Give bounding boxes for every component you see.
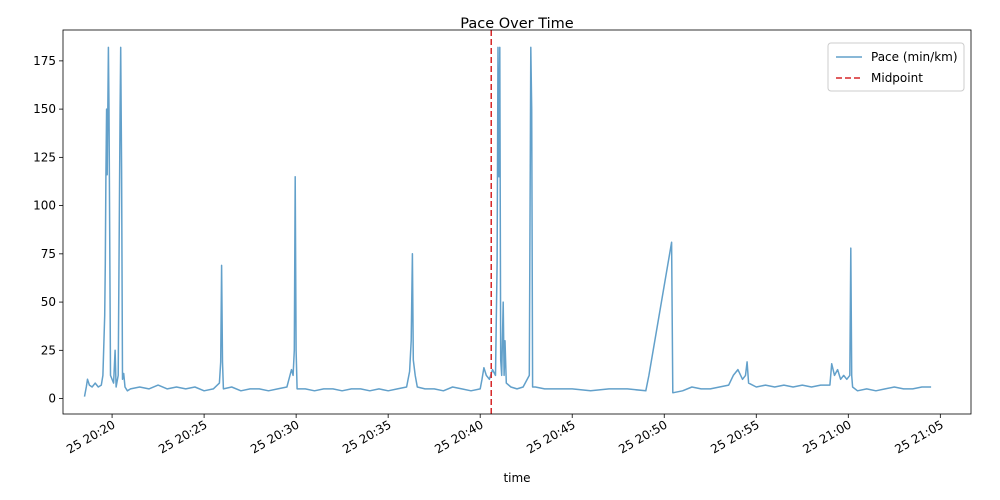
series-pace-line — [83, 46, 932, 397]
y-tick-label: 0 — [48, 392, 56, 406]
y-tick-label: 125 — [33, 150, 56, 164]
y-tick-label: 25 — [41, 343, 56, 357]
legend: Pace (min/km) Midpoint — [827, 42, 965, 92]
y-tick-label: 175 — [33, 54, 56, 68]
y-tick-label: 150 — [33, 102, 56, 116]
y-axis-ticks: 0 25 50 75 100 125 150 175 — [33, 54, 63, 406]
legend-box — [827, 42, 965, 92]
y-tick-label: 75 — [41, 247, 56, 261]
legend-label-pace: Pace (min/km) — [871, 50, 958, 64]
axes-frame — [62, 29, 972, 415]
legend-label-midpoint: Midpoint — [871, 71, 923, 85]
x-axis-label: time — [503, 471, 530, 485]
plot-area — [83, 30, 932, 414]
y-tick-label: 100 — [33, 199, 56, 213]
chart-title: Pace Over Time — [460, 16, 574, 32]
y-tick-label: 50 — [41, 295, 56, 309]
